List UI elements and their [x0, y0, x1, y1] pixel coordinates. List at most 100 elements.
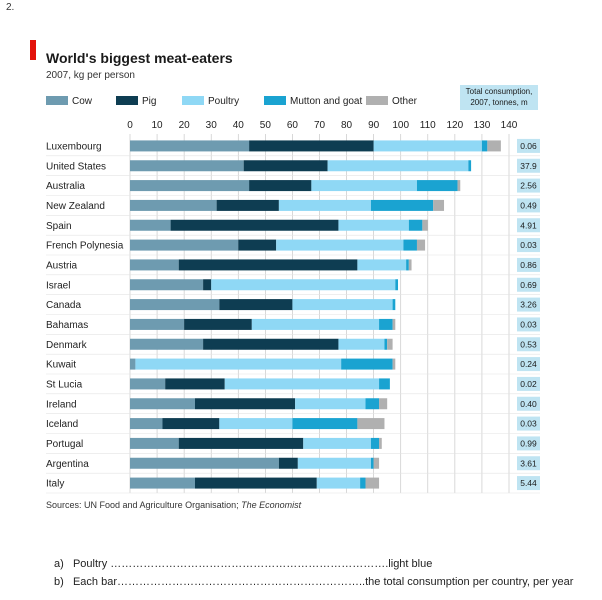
total-box-new-zealand — [517, 198, 540, 213]
bar-israel-pig — [203, 279, 212, 291]
category-label-spain: Spain — [46, 221, 72, 232]
legend-label-poultry: Poultry — [208, 96, 240, 107]
total-value-portugal: 0.99 — [520, 438, 537, 448]
category-label-denmark: Denmark — [46, 340, 88, 351]
bar-ireland-mutton-and-goat — [365, 398, 380, 410]
bar-australia-poultry — [311, 180, 417, 192]
bar-kuwait-poultry — [135, 358, 342, 370]
bar-kuwait-cow — [130, 358, 136, 370]
bar-french-polynesia-poultry — [276, 239, 404, 251]
x-tick-label-30: 30 — [206, 120, 218, 131]
question-a-text: Poultry ………………………………………………………………….light … — [72, 558, 433, 570]
legend-swatch-mutton — [264, 96, 286, 105]
bar-denmark-mutton-and-goat — [384, 338, 388, 350]
total-value-bahamas: 0.03 — [520, 319, 537, 329]
total-value-new-zealand: 0.49 — [520, 200, 537, 210]
bar-italy-cow — [130, 477, 195, 489]
category-label-kuwait: Kuwait — [46, 360, 76, 371]
category-label-austria: Austria — [46, 260, 78, 271]
total-box-iceland — [517, 416, 540, 431]
legend-label-pig: Pig — [142, 96, 157, 107]
total-box-austria — [517, 257, 540, 272]
bar-united-states-pig — [243, 160, 328, 172]
bar-kuwait-other — [392, 358, 396, 370]
bar-australia-pig — [249, 180, 312, 192]
bar-luxembourg-cow — [130, 140, 250, 152]
total-box-spain — [517, 218, 540, 233]
total-value-australia: 2.56 — [520, 181, 537, 191]
bar-argentina-other — [373, 457, 380, 469]
bar-st-lucia-cow — [130, 378, 166, 390]
bar-luxembourg-poultry — [373, 140, 482, 152]
x-tick-label-80: 80 — [341, 120, 353, 131]
category-label-united-states: United States — [46, 161, 106, 172]
legend-item-pig: Pig — [116, 96, 156, 107]
bar-italy-pig — [194, 477, 317, 489]
total-box-ireland — [517, 396, 540, 411]
total-box-argentina — [517, 456, 540, 471]
bar-portugal-poultry — [303, 437, 371, 449]
total-value-austria: 0.86 — [520, 260, 537, 270]
bar-canada-pig — [219, 299, 293, 311]
x-tick-label-100: 100 — [392, 120, 409, 131]
bar-spain-other — [422, 219, 428, 231]
category-label-canada: Canada — [46, 300, 81, 311]
total-box-french-polynesia — [517, 238, 540, 253]
bar-argentina-cow — [130, 457, 279, 469]
legend-label-mutton: Mutton and goat — [290, 96, 363, 107]
category-label-french-polynesia: French Polynesia — [46, 241, 124, 252]
bar-ireland-cow — [130, 398, 195, 410]
category-label-iceland: Iceland — [46, 419, 78, 430]
bar-israel-poultry — [211, 279, 396, 291]
total-box-italy — [517, 476, 540, 491]
total-value-canada: 3.26 — [520, 300, 537, 310]
x-tick-label-10: 10 — [152, 120, 164, 131]
bar-portugal-cow — [130, 437, 179, 449]
total-box-st-lucia — [517, 376, 540, 391]
category-label-bahamas: Bahamas — [46, 320, 88, 331]
x-tick-label-120: 120 — [447, 120, 464, 131]
legend-item-cow: Cow — [46, 96, 92, 107]
bar-united-states-poultry — [327, 160, 469, 172]
bar-spain-mutton-and-goat — [408, 219, 423, 231]
x-tick-label-20: 20 — [179, 120, 191, 131]
x-tick-label-0: 0 — [127, 120, 133, 131]
bar-new-zealand-mutton-and-goat — [370, 199, 434, 211]
x-tick-label-130: 130 — [474, 120, 491, 131]
bar-bahamas-other — [392, 318, 396, 330]
bar-iceland-pig — [162, 418, 220, 430]
total-box-kuwait — [517, 357, 540, 372]
total-box-israel — [517, 277, 540, 292]
total-value-denmark: 0.53 — [520, 339, 537, 349]
bar-united-states-mutton-and-goat — [468, 160, 472, 172]
total-value-argentina: 3.61 — [520, 458, 537, 468]
bar-new-zealand-poultry — [278, 199, 371, 211]
x-tick-label-110: 110 — [420, 120, 436, 131]
bar-iceland-other — [357, 418, 385, 430]
bar-united-states-cow — [130, 160, 244, 172]
bar-new-zealand-cow — [130, 199, 217, 211]
bar-st-lucia-pig — [165, 378, 225, 390]
category-label-israel: Israel — [46, 280, 70, 291]
total-box-luxembourg — [517, 138, 540, 153]
legend-item-poultry: Poultry — [182, 96, 239, 107]
total-box-portugal — [517, 436, 540, 451]
total-value-luxembourg: 0.06 — [520, 141, 537, 151]
total-value-italy: 5.44 — [520, 478, 537, 488]
question-number: 2. — [6, 2, 15, 13]
bar-canada-mutton-and-goat — [392, 299, 396, 311]
bar-bahamas-poultry — [251, 318, 380, 330]
question-a: a) Poultry ………………………………………………………………….lig… — [54, 558, 432, 570]
total-box-denmark — [517, 337, 540, 352]
bar-italy-mutton-and-goat — [360, 477, 366, 489]
bar-new-zealand-pig — [216, 199, 279, 211]
bar-spain-cow — [130, 219, 171, 231]
x-tick-label-60: 60 — [287, 120, 299, 131]
bar-bahamas-mutton-and-goat — [379, 318, 393, 330]
economist-red-tag — [30, 40, 36, 60]
category-label-new-zealand: New Zealand — [46, 201, 105, 212]
bar-austria-other — [408, 259, 412, 271]
source-note: Sources: UN Food and Agriculture Organis… — [46, 500, 301, 510]
bar-australia-other — [457, 180, 461, 192]
bar-iceland-mutton-and-goat — [292, 418, 358, 430]
